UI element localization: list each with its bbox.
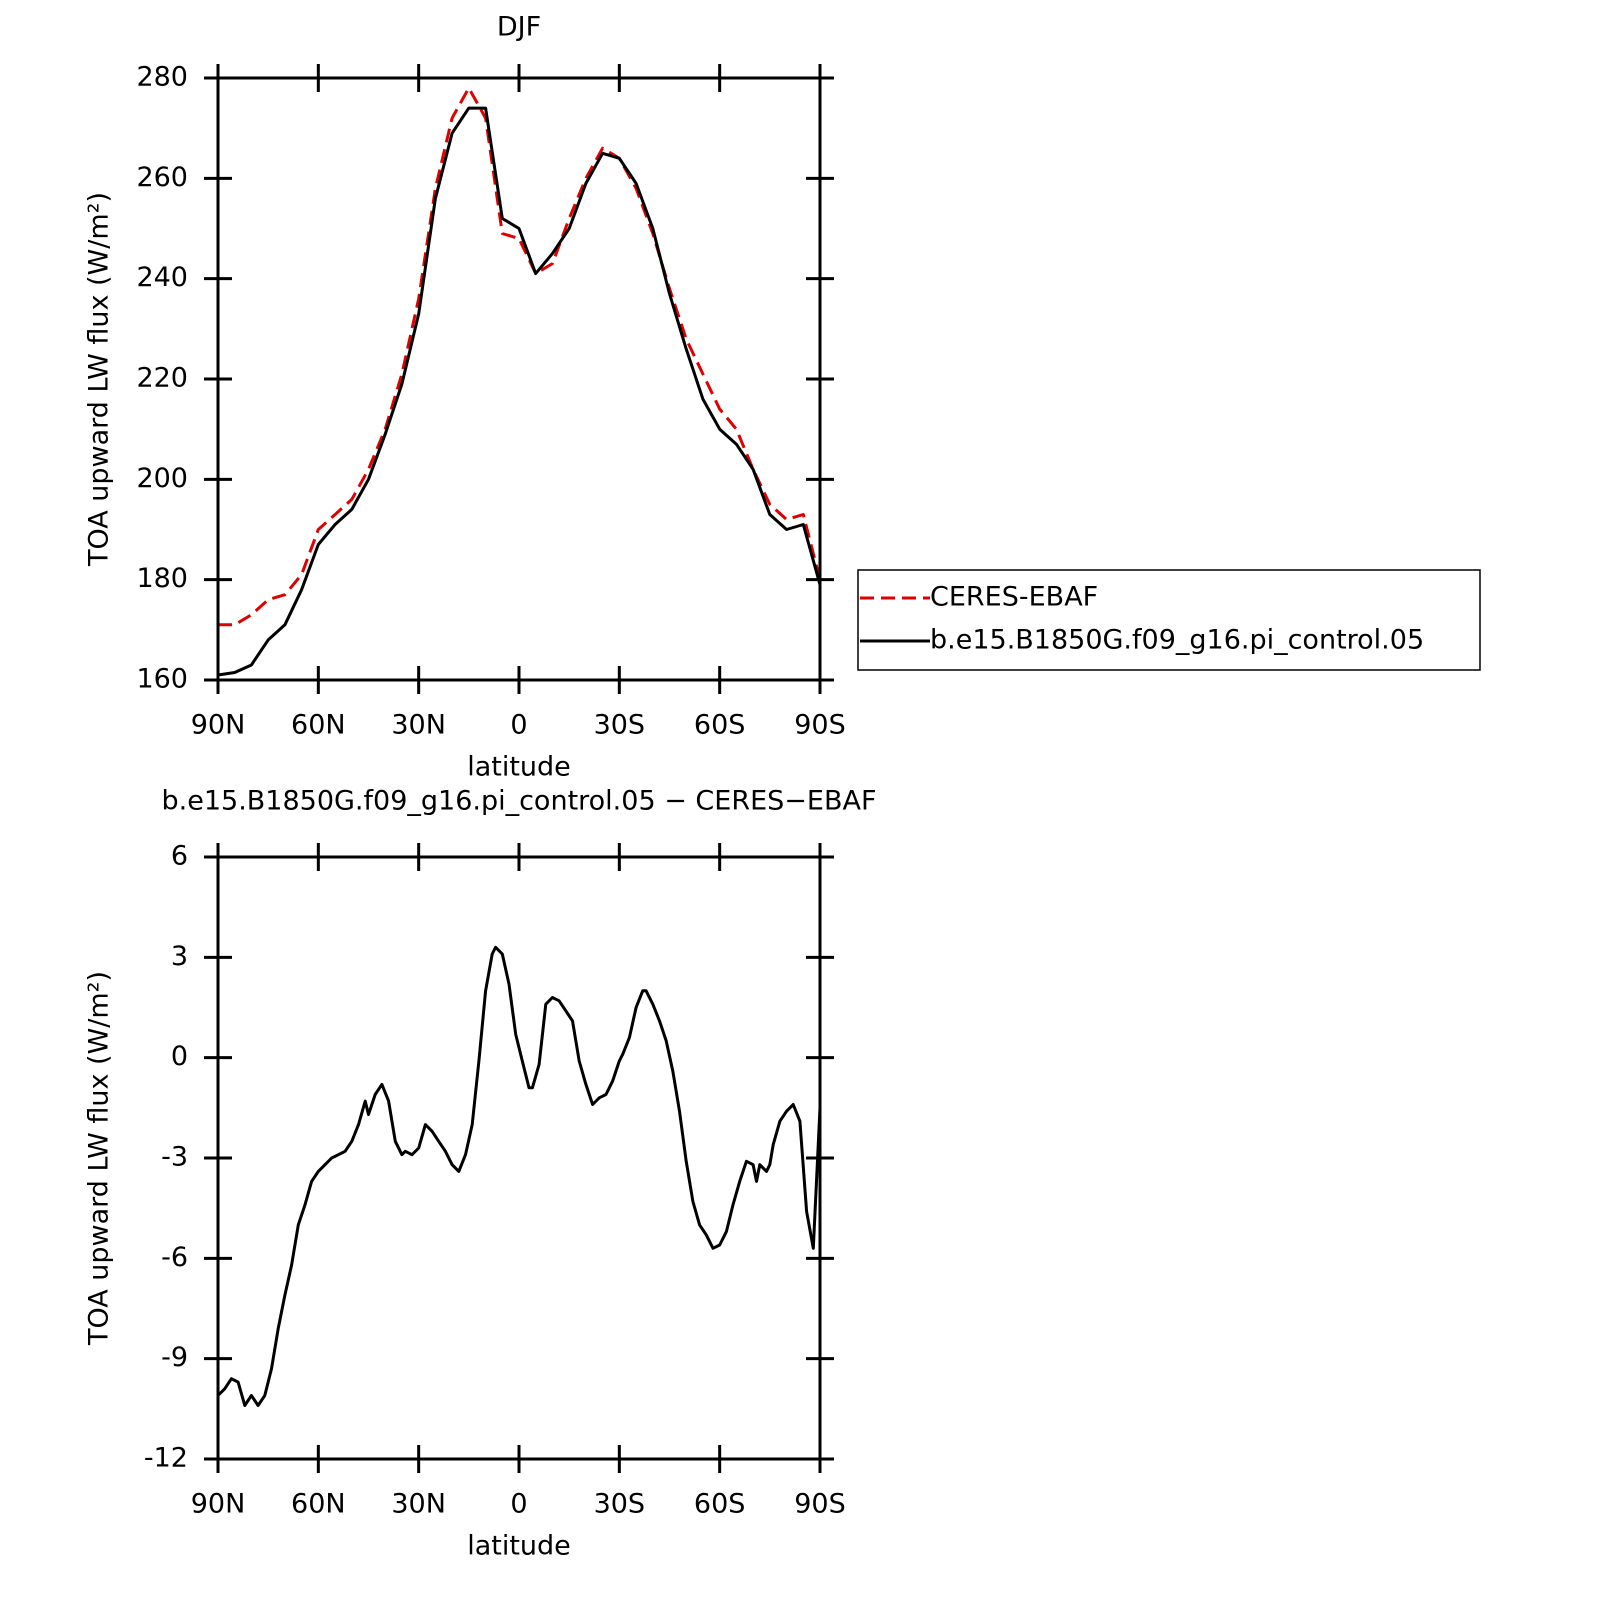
y-axis-label: TOA upward LW flux (W/m²) — [84, 971, 115, 1346]
chart-title: DJF — [497, 12, 541, 43]
y-tick-label: 260 — [136, 162, 188, 193]
x-tick-label: 30N — [391, 1489, 446, 1520]
x-tick-label: 60N — [291, 710, 346, 741]
x-tick-label: 0 — [510, 710, 527, 741]
x-tick-label: 60N — [291, 1489, 346, 1520]
x-tick-label: 30S — [594, 1489, 646, 1520]
y-tick-label: 3 — [171, 941, 188, 972]
x-tick-label: 60S — [694, 710, 746, 741]
y-axis-label: TOA upward LW flux (W/m²) — [84, 192, 115, 567]
plot-frame — [216, 76, 822, 682]
x-axis-label: latitude — [467, 752, 571, 783]
x-tick-label: 90N — [191, 710, 246, 741]
legend-box — [857, 569, 1481, 671]
y-tick-label: 160 — [136, 664, 188, 695]
y-tick-label: -3 — [161, 1142, 188, 1173]
legend-label: b.e15.B1850G.f09_g16.pi_control.05 — [930, 625, 1424, 656]
x-tick-label: 60S — [694, 1489, 746, 1520]
x-tick-label: 90N — [191, 1489, 246, 1520]
y-tick-label: -6 — [161, 1242, 188, 1273]
x-axis-label: latitude — [467, 1531, 571, 1562]
y-tick-label: 280 — [136, 62, 188, 93]
x-tick-label: 0 — [510, 1489, 527, 1520]
y-tick-label: 180 — [136, 563, 188, 594]
x-tick-label: 30N — [391, 710, 446, 741]
y-tick-label: 240 — [136, 262, 188, 293]
chart-title: b.e15.B1850G.f09_g16.pi_control.05 − CER… — [162, 786, 877, 817]
y-tick-label: -12 — [144, 1443, 188, 1474]
legend-label: CERES-EBAF — [930, 582, 1098, 613]
y-tick-label: 6 — [171, 841, 188, 872]
y-tick-label: 200 — [136, 463, 188, 494]
data-line — [218, 86, 822, 627]
x-tick-label: 90S — [794, 1489, 846, 1520]
data-line — [217, 106, 822, 677]
data-line — [216, 945, 822, 1407]
y-tick-label: 220 — [136, 363, 188, 394]
y-tick-label: -9 — [161, 1342, 188, 1373]
x-tick-label: 30S — [594, 710, 646, 741]
plot-frame — [216, 855, 822, 1461]
x-tick-label: 90S — [794, 710, 846, 741]
y-tick-label: 0 — [171, 1041, 188, 1072]
